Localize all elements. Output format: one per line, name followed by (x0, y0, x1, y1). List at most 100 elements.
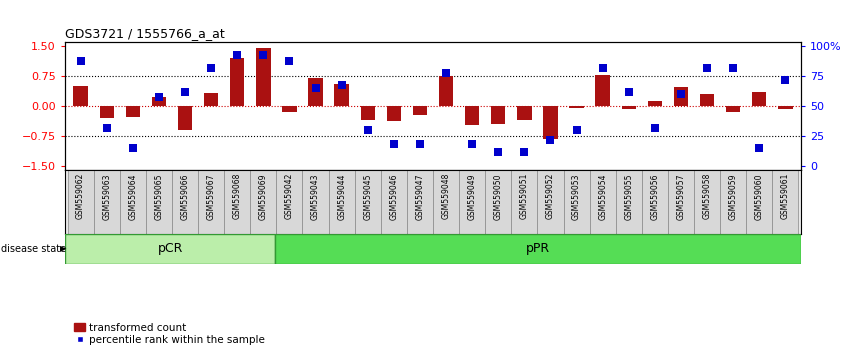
Bar (569, 106, 584, 108)
Text: GSM559042: GSM559042 (285, 173, 294, 219)
Bar (74, 86, 87, 106)
Text: GSM559053: GSM559053 (572, 173, 581, 219)
Text: GSM559065: GSM559065 (154, 173, 164, 219)
Point (596, 65, 610, 71)
Point (674, 91, 688, 97)
Point (544, 137, 558, 142)
Bar (302, 170, 328, 234)
Bar (752, 92, 766, 106)
Bar (439, 76, 453, 106)
Bar (700, 94, 714, 106)
Bar (355, 170, 381, 234)
Bar (230, 58, 244, 106)
Bar (772, 170, 798, 234)
Text: GSM559051: GSM559051 (520, 173, 529, 219)
Bar (779, 106, 792, 109)
Point (413, 142, 427, 147)
Bar (721, 170, 746, 234)
Text: GSM559061: GSM559061 (781, 173, 790, 219)
Bar (276, 170, 302, 234)
Bar (648, 101, 662, 106)
Text: GSM559063: GSM559063 (102, 173, 111, 219)
Point (308, 85, 322, 91)
Point (753, 145, 766, 151)
Bar (120, 170, 145, 234)
Text: GSM559066: GSM559066 (180, 173, 190, 219)
Bar (746, 170, 772, 234)
Bar (94, 170, 120, 234)
Text: GSM559060: GSM559060 (755, 173, 764, 219)
Text: GSM559052: GSM559052 (546, 173, 555, 219)
Bar (590, 170, 616, 234)
Text: pCR: pCR (158, 242, 183, 255)
Text: GSM559056: GSM559056 (650, 173, 659, 219)
Bar (726, 106, 740, 112)
Point (74, 58, 87, 64)
Bar (178, 106, 192, 130)
Bar (642, 170, 668, 234)
Text: GSM559048: GSM559048 (442, 173, 450, 219)
Text: pPR: pPR (526, 242, 550, 255)
Text: GSM559049: GSM559049 (468, 173, 476, 219)
Text: GSM559059: GSM559059 (728, 173, 738, 219)
Point (570, 127, 584, 133)
Text: GSM559045: GSM559045 (363, 173, 372, 219)
Bar (282, 106, 297, 112)
Text: GSM559067: GSM559067 (207, 173, 216, 219)
Text: disease state: disease state (1, 244, 66, 254)
Point (152, 94, 166, 99)
Point (178, 89, 192, 95)
Text: GSM559054: GSM559054 (598, 173, 607, 219)
Text: GSM559047: GSM559047 (416, 173, 424, 219)
Bar (172, 170, 198, 234)
Point (335, 82, 349, 87)
Text: GSM559069: GSM559069 (259, 173, 268, 219)
Bar (459, 170, 485, 234)
Point (256, 52, 270, 58)
Point (100, 125, 113, 131)
Bar (328, 170, 355, 234)
Bar (381, 170, 407, 234)
Point (230, 52, 244, 58)
Bar (616, 170, 642, 234)
Bar (491, 106, 506, 124)
Bar (275, 234, 801, 264)
Bar (152, 97, 166, 106)
Bar (622, 106, 636, 109)
Text: GSM559043: GSM559043 (311, 173, 320, 219)
Bar (538, 170, 564, 234)
Bar (485, 170, 511, 234)
Point (361, 127, 375, 133)
Bar (511, 170, 538, 234)
Text: GSM559044: GSM559044 (337, 173, 346, 219)
Point (387, 142, 401, 147)
Bar (145, 170, 172, 234)
Bar (68, 170, 94, 234)
Text: GSM559062: GSM559062 (76, 173, 85, 219)
Text: GSM559046: GSM559046 (390, 173, 398, 219)
Point (465, 142, 479, 147)
Text: GSM559068: GSM559068 (233, 173, 242, 219)
Bar (126, 106, 140, 118)
Bar (204, 93, 218, 106)
Text: GSM559055: GSM559055 (624, 173, 633, 219)
Point (648, 125, 662, 131)
Bar (250, 170, 276, 234)
Bar (386, 106, 401, 121)
Bar (564, 170, 590, 234)
Bar (668, 170, 694, 234)
Point (204, 65, 218, 71)
Text: GDS3721 / 1555766_a_at: GDS3721 / 1555766_a_at (65, 27, 224, 40)
Point (517, 149, 531, 154)
Text: GSM559058: GSM559058 (702, 173, 712, 219)
Text: GSM559050: GSM559050 (494, 173, 503, 219)
Point (439, 70, 453, 76)
Point (282, 58, 296, 64)
Point (126, 145, 139, 151)
Point (700, 65, 714, 71)
Bar (308, 78, 323, 106)
Bar (407, 170, 433, 234)
Bar (224, 170, 250, 234)
Bar (360, 106, 375, 120)
Legend: transformed count, percentile rank within the sample: transformed count, percentile rank withi… (70, 318, 269, 349)
